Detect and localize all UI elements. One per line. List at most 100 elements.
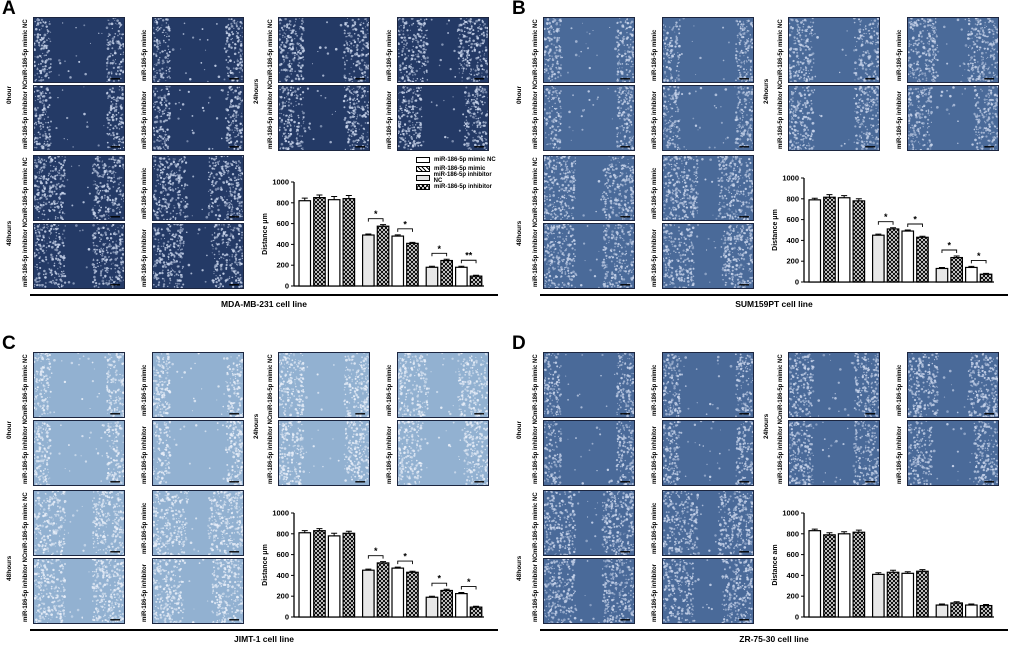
micrograph-image	[788, 85, 880, 151]
significance-label: *	[438, 574, 442, 584]
y-tick-label: 200	[786, 257, 799, 266]
cell-line-caption: JIMT-1 cell line	[34, 634, 494, 644]
y-tick-label: 200	[276, 261, 289, 270]
micrograph-image	[397, 420, 489, 486]
micrograph-image	[397, 85, 489, 151]
y-tick-label: 600	[276, 219, 289, 228]
y-axis-label: Distance am	[772, 544, 779, 585]
bar-chart: 0 200 400 600 800 1000 Distance am	[768, 507, 1008, 631]
condition-label: miR-186-5p mimic NC	[533, 19, 539, 81]
condition-label: miR-186-5p inhibitor NC	[23, 554, 29, 622]
y-tick-label: 400	[276, 240, 289, 249]
y-tick-label: 800	[276, 198, 289, 207]
significance-label: *	[374, 546, 378, 556]
bar	[363, 570, 375, 617]
condition-label: miR-186-5p mimic	[142, 30, 148, 81]
y-tick-label: 200	[276, 592, 289, 601]
y-tick-label: 200	[786, 592, 799, 601]
y-tick-label: 1000	[782, 509, 799, 518]
bar	[966, 267, 978, 282]
condition-label: miR-186-5p mimic	[897, 365, 903, 416]
bar	[299, 201, 311, 286]
bar	[407, 243, 419, 286]
time-label: 0hour	[6, 421, 13, 439]
micrograph-image	[788, 17, 880, 83]
micrograph-image	[662, 420, 754, 486]
time-label: 0hour	[516, 421, 523, 439]
y-axis-label: Distance μm	[772, 209, 779, 251]
micrograph-image	[33, 85, 125, 151]
bar	[887, 229, 899, 282]
condition-label: miR-186-5p inhibitor	[652, 91, 658, 149]
micrograph-image	[788, 420, 880, 486]
condition-label: miR-186-5p inhibitor	[387, 426, 393, 484]
y-tick-label: 800	[786, 529, 799, 538]
micrograph-image	[33, 420, 125, 486]
time-label: 24hours	[763, 79, 770, 104]
y-tick-label: 0	[795, 613, 799, 622]
panel-letter: D	[512, 333, 526, 355]
condition-label: miR-186-5p inhibitor NC	[778, 416, 784, 484]
time-label: 24hours	[253, 414, 260, 439]
cell-line-caption: MDA-MB-231 cell line	[34, 299, 494, 309]
condition-label: miR-186-5p mimic NC	[268, 19, 274, 81]
micrograph-image	[152, 17, 244, 83]
condition-label: miR-186-5p mimic NC	[533, 157, 539, 219]
bar	[470, 276, 482, 286]
bar	[853, 201, 865, 282]
bar	[980, 606, 992, 617]
cell-line-caption: SUM159PT cell line	[544, 299, 1004, 309]
bar	[936, 268, 948, 282]
bar	[343, 199, 355, 286]
y-tick-label: 0	[795, 278, 799, 287]
micrograph-image	[662, 155, 754, 221]
significance-label: *	[884, 212, 888, 222]
y-tick-label: 400	[786, 236, 799, 245]
time-label: 24hours	[763, 414, 770, 439]
condition-label: miR-186-5p inhibitor NC	[533, 219, 539, 287]
y-axis-label: Distance μm	[262, 544, 269, 586]
micrograph-image	[543, 352, 635, 418]
y-tick-label: 1000	[272, 509, 289, 518]
significance-label: *	[977, 251, 981, 261]
time-label: 48hours	[6, 221, 13, 246]
condition-label: miR-186-5p mimic	[897, 30, 903, 81]
bar	[951, 603, 963, 617]
micrograph-image	[543, 420, 635, 486]
bar	[917, 237, 929, 282]
bar	[809, 200, 821, 282]
micrograph-image	[152, 558, 244, 624]
bar	[824, 535, 836, 617]
condition-label: miR-186-5p inhibitor	[142, 91, 148, 149]
micrograph-image	[278, 352, 370, 418]
condition-label: miR-186-5p mimic NC	[778, 354, 784, 416]
y-tick-label: 1000	[782, 174, 799, 183]
bar	[902, 231, 914, 282]
condition-label: miR-186-5p mimic	[142, 365, 148, 416]
significance-label: *	[374, 209, 378, 219]
y-tick-label: 400	[786, 571, 799, 580]
micrograph-image	[543, 85, 635, 151]
bar	[377, 563, 389, 617]
micrograph-image	[907, 420, 999, 486]
condition-label: miR-186-5p inhibitor NC	[533, 416, 539, 484]
legend-swatch	[416, 157, 430, 163]
y-tick-label: 600	[786, 550, 799, 559]
bar	[441, 590, 453, 617]
micrograph-image	[33, 17, 125, 83]
time-label: 48hours	[6, 556, 13, 581]
condition-label: miR-186-5p mimic	[652, 30, 658, 81]
micrograph-image	[397, 17, 489, 83]
panel-letter: C	[2, 333, 16, 355]
condition-label: miR-186-5p mimic	[142, 503, 148, 554]
y-tick-label: 600	[276, 550, 289, 559]
significance-label: *	[913, 215, 917, 225]
significance-label: *	[948, 241, 952, 251]
cell-line-caption: ZR-75-30 cell line	[544, 634, 1004, 644]
bar	[824, 197, 836, 282]
condition-label: miR-186-5p inhibitor	[897, 426, 903, 484]
time-label: 0hour	[516, 86, 523, 104]
